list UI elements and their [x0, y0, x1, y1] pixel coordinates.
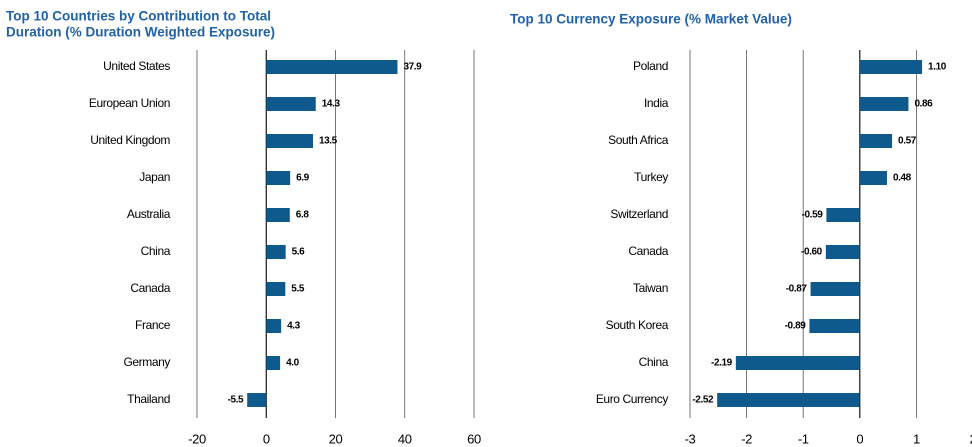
category-label: Canada — [628, 244, 668, 258]
x-tick-label: -20 — [188, 431, 206, 446]
bar — [266, 319, 282, 333]
category-label: South Korea — [606, 318, 669, 332]
value-label: 37.9 — [403, 62, 422, 73]
bar — [266, 208, 290, 222]
bar — [825, 245, 860, 259]
category-label: European Union — [89, 96, 170, 110]
chart-title: Top 10 Countries by Contribution to Tota… — [6, 9, 271, 24]
bar — [266, 245, 286, 259]
value-label: -0.60 — [801, 247, 823, 258]
value-label: 6.9 — [296, 173, 310, 184]
category-label: Australia — [127, 207, 171, 221]
value-label: -2.19 — [711, 358, 733, 369]
value-label: 4.0 — [286, 358, 300, 369]
value-label: 0.48 — [893, 173, 912, 184]
x-tick-label: -1 — [798, 431, 809, 446]
value-label: 4.3 — [287, 321, 301, 332]
value-label: 6.8 — [296, 210, 310, 221]
x-tick-label: 1 — [913, 431, 920, 446]
bar — [266, 60, 398, 74]
value-label: 0.57 — [898, 136, 917, 147]
x-tick-label: 40 — [398, 431, 412, 446]
value-label: -5.5 — [228, 395, 244, 406]
category-label: Taiwan — [633, 281, 668, 295]
bar — [266, 282, 286, 296]
x-tick-label: 0 — [856, 431, 863, 446]
x-tick-label: 20 — [329, 431, 343, 446]
bar — [266, 97, 316, 111]
value-label: 0.86 — [914, 99, 933, 110]
x-tick-label: 0 — [263, 431, 270, 446]
category-label: United Kingdom — [90, 133, 170, 147]
bar — [859, 60, 923, 74]
category-label: Canada — [130, 281, 170, 295]
value-label: 1.10 — [928, 62, 947, 73]
category-label: Turkey — [634, 170, 668, 184]
x-tick-label: 60 — [467, 431, 481, 446]
chart-title: Top 10 Currency Exposure (% Market Value… — [510, 12, 792, 27]
category-label: India — [644, 96, 669, 110]
bar — [859, 171, 887, 185]
bar — [810, 282, 860, 296]
value-label: -0.89 — [785, 321, 807, 332]
bar — [266, 134, 313, 148]
chart-title: Duration (% Duration Weighted Exposure) — [6, 25, 275, 40]
bar — [809, 319, 860, 333]
category-label: Japan — [139, 170, 170, 184]
bar — [266, 171, 291, 185]
value-label: 5.6 — [292, 247, 306, 258]
value-label: -0.59 — [802, 210, 824, 221]
category-label: Germany — [123, 355, 170, 369]
bar — [735, 356, 860, 370]
value-label: 5.5 — [291, 284, 305, 295]
bar — [826, 208, 860, 222]
bar — [859, 134, 893, 148]
category-label: Poland — [633, 59, 668, 73]
category-label: United States — [103, 59, 170, 73]
value-label: -0.87 — [786, 284, 808, 295]
category-label: China — [639, 355, 669, 369]
value-label: 13.5 — [319, 136, 338, 147]
x-tick-label: 2 — [970, 431, 972, 446]
x-tick-label: -2 — [741, 431, 752, 446]
category-label: Switzerland — [610, 207, 668, 221]
category-label: France — [135, 318, 171, 332]
x-tick-label: -3 — [685, 431, 696, 446]
category-label: Thailand — [127, 392, 170, 406]
value-label: 14.3 — [322, 99, 341, 110]
bar — [859, 97, 909, 111]
bar — [247, 393, 267, 407]
bar — [717, 393, 860, 407]
category-label: Euro Currency — [596, 392, 669, 406]
category-label: South Africa — [608, 133, 669, 147]
bar — [266, 356, 281, 370]
value-label: -2.52 — [692, 395, 714, 406]
category-label: China — [141, 244, 171, 258]
